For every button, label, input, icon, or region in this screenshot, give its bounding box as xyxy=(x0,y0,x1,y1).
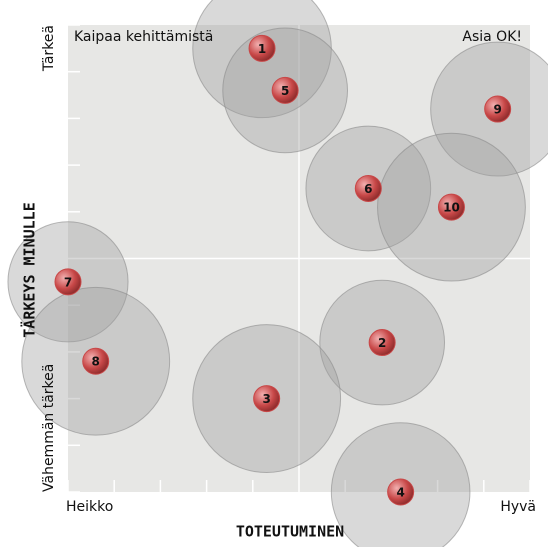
point-label: 3 xyxy=(262,392,270,406)
point-label: 1 xyxy=(258,42,266,56)
x-end-label: Hyvä xyxy=(500,499,536,515)
point xyxy=(484,95,512,123)
point-label: 5 xyxy=(281,84,289,98)
point xyxy=(354,174,382,202)
point-label: 9 xyxy=(493,103,501,117)
point-label: 4 xyxy=(396,486,404,500)
annotation: Asia OK! xyxy=(462,29,522,45)
y-axis-label: TÄRKEYS MINULLE xyxy=(20,202,39,337)
point xyxy=(271,76,299,104)
point-label: 7 xyxy=(64,275,72,289)
y-end-label: Vähemmän tärkeä xyxy=(41,364,57,492)
y-end-label: Tärkeä xyxy=(41,25,57,72)
point-label: 8 xyxy=(92,355,100,369)
annotation: Kaipaa kehittämistä xyxy=(74,29,213,45)
point xyxy=(437,193,465,221)
point xyxy=(82,347,110,375)
point-label: 10 xyxy=(443,201,460,215)
point xyxy=(387,478,415,506)
point xyxy=(248,34,276,62)
point xyxy=(368,329,396,357)
x-end-label: Heikko xyxy=(66,499,113,515)
point xyxy=(54,268,82,296)
x-axis-label: TOTEUTUMINEN xyxy=(236,523,344,541)
point-label: 2 xyxy=(378,336,386,350)
point-label: 6 xyxy=(364,182,372,196)
point xyxy=(253,385,281,413)
